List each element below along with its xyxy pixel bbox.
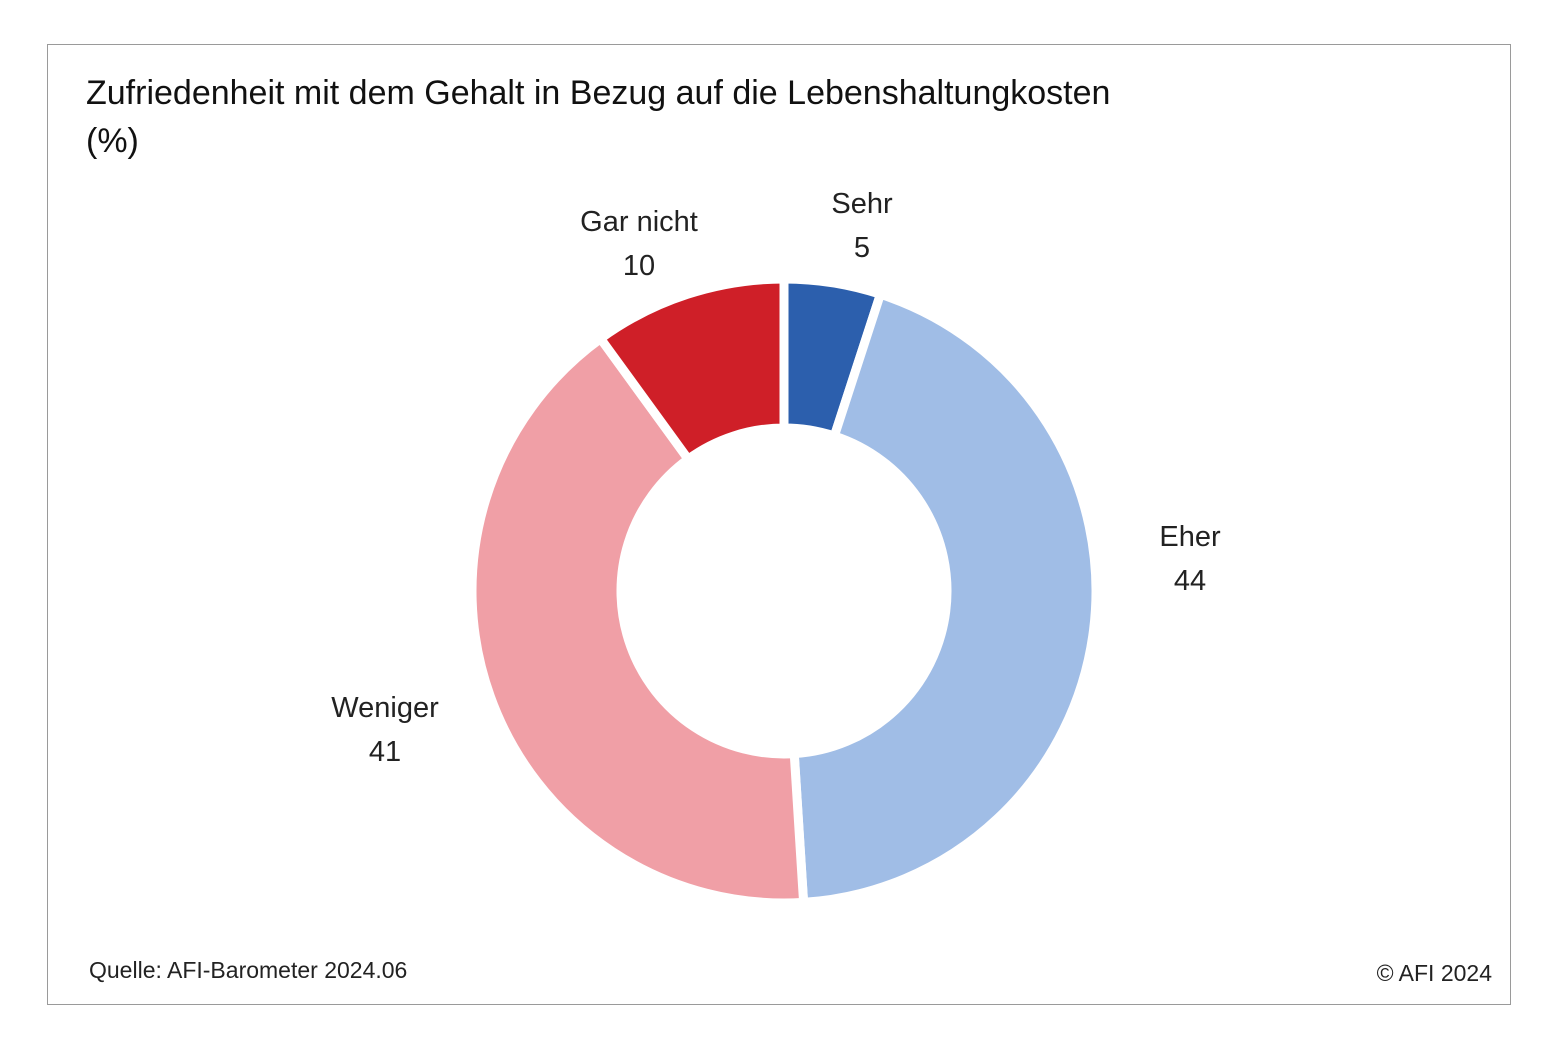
slice-label-gar-nicht: Gar nicht 10 (580, 200, 698, 288)
donut-slices (467, 274, 1101, 908)
slice-label-eher-value: 44 (1173, 565, 1207, 597)
chart-title: Zufriedenheit mit dem Gehalt in Bezug au… (86, 74, 1111, 112)
chart-frame (47, 44, 1511, 1005)
slice-label-eher: Eher 44 (1159, 515, 1220, 603)
slice-label-gar-nicht-name: Gar nicht (580, 206, 698, 238)
slice-label-weniger: Weniger 41 (331, 686, 438, 774)
slice-label-sehr-value: 5 (853, 232, 871, 264)
donut-slice-weniger (467, 332, 809, 908)
slice-label-sehr: Sehr 5 (831, 182, 892, 270)
donut-slice-gar-nicht (594, 274, 789, 466)
slice-label-eher-name: Eher (1159, 521, 1221, 553)
copyright-note: © AFI 2024 (1376, 960, 1492, 986)
source-note: Quelle: AFI-Barometer 2024.06 (89, 957, 408, 983)
slice-label-sehr-name: Sehr (831, 188, 893, 220)
slice-label-gar-nicht-value: 10 (622, 250, 656, 282)
slice-label-weniger-name: Weniger (331, 692, 439, 724)
slice-label-weniger-value: 41 (368, 736, 402, 768)
chart-subtitle: (%) (86, 122, 139, 160)
donut-slice-eher (789, 288, 1101, 908)
